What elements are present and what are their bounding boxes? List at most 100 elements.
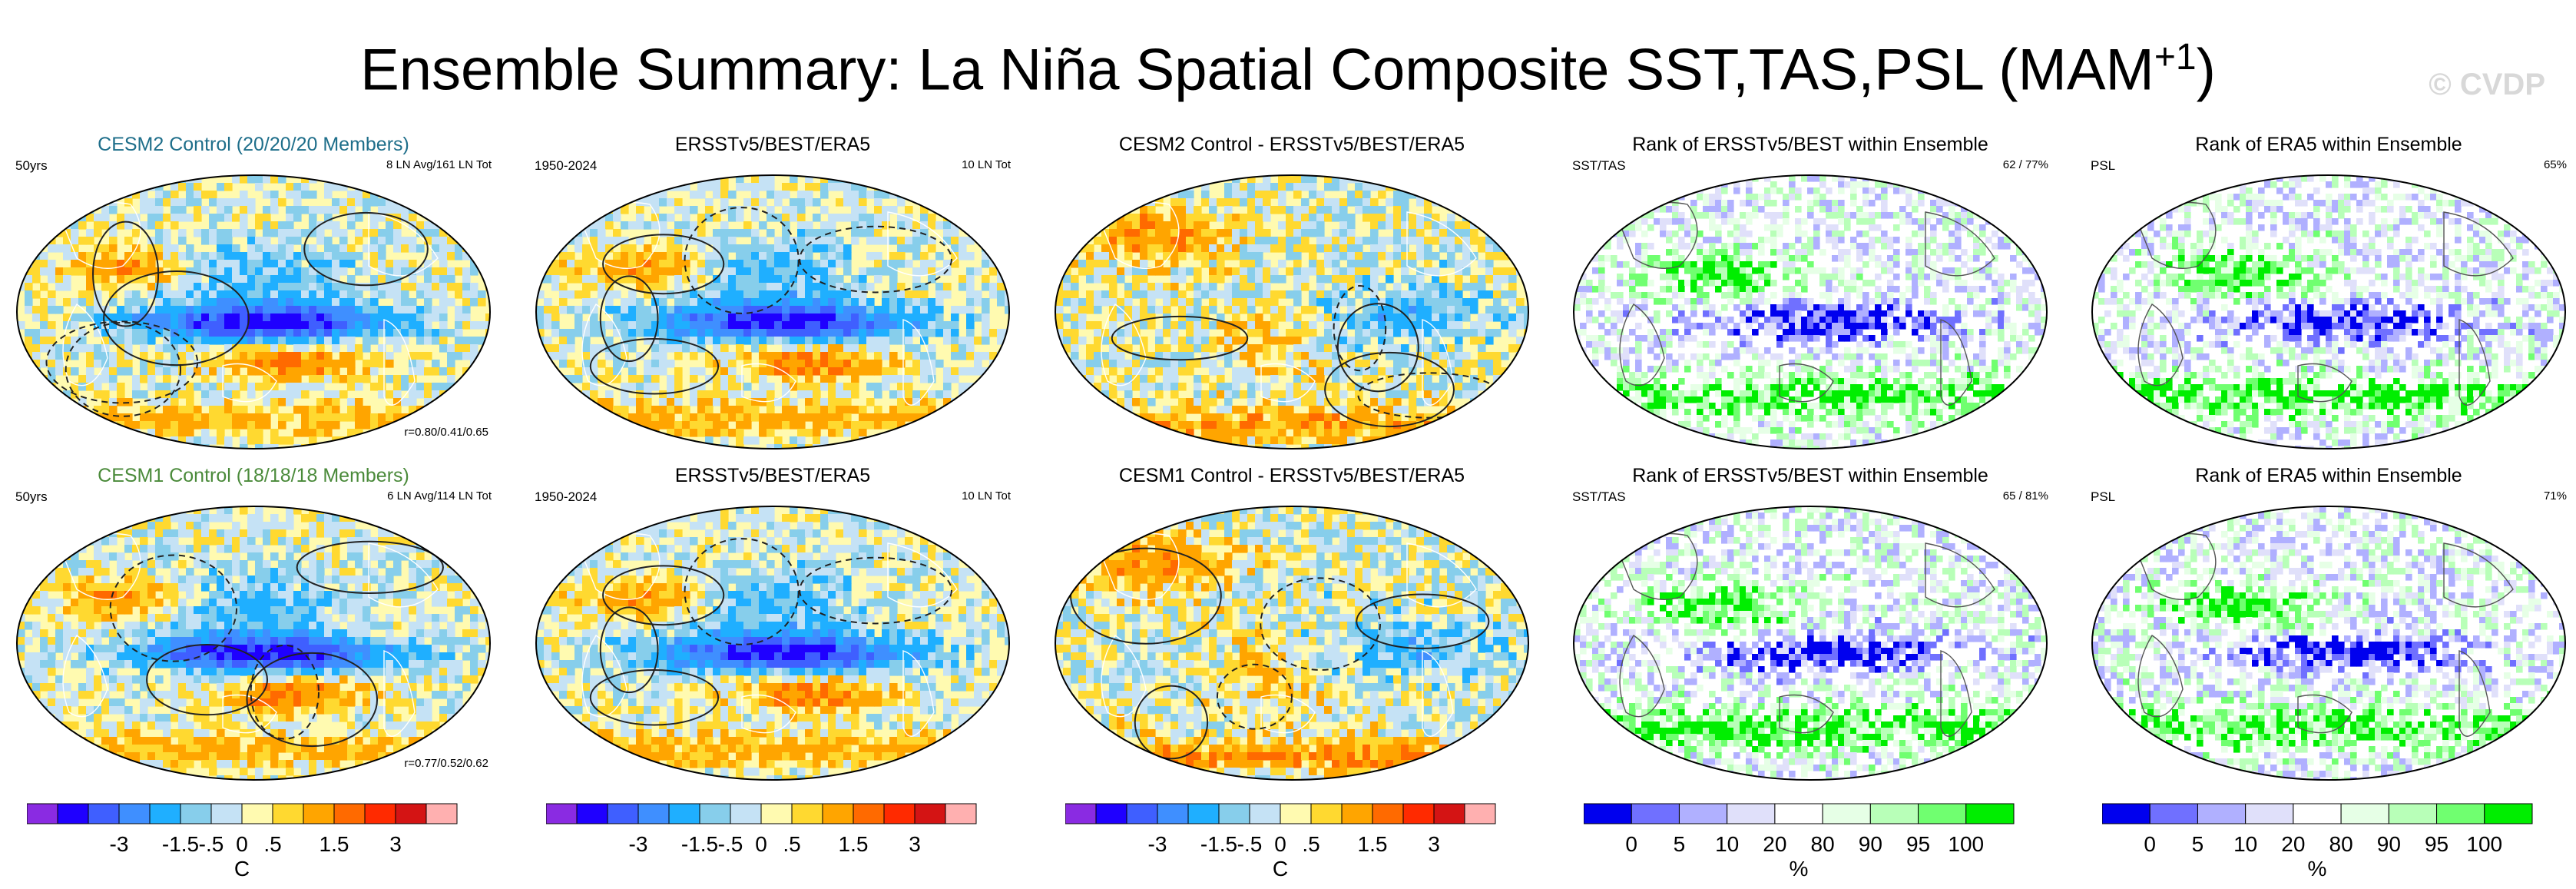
field-cell <box>1339 183 1348 191</box>
map-plot <box>16 174 491 449</box>
field-cell <box>966 367 975 376</box>
field-cell <box>1086 429 1094 437</box>
field-cell <box>393 444 402 449</box>
field-cell <box>621 306 629 314</box>
field-cell <box>386 237 394 245</box>
field-cell <box>1217 267 1225 276</box>
field-cell <box>797 360 806 368</box>
field-cell <box>782 252 790 260</box>
field-cell <box>797 283 806 291</box>
field-cell <box>217 390 225 399</box>
field-cell <box>94 436 102 445</box>
field-cell <box>171 198 179 207</box>
field-cell <box>301 344 310 353</box>
field-cell <box>1332 183 1340 191</box>
field-cell <box>720 313 729 322</box>
field-cell <box>1247 267 1256 276</box>
field-cell <box>736 337 744 345</box>
field-cell <box>820 329 829 337</box>
field-cell <box>813 321 821 330</box>
field-cell <box>1501 252 1509 260</box>
field-cell <box>720 360 729 368</box>
field-cell <box>613 214 621 222</box>
field-cell <box>255 367 263 376</box>
field-cell <box>1386 383 1394 391</box>
field-cell <box>920 444 929 449</box>
field-cell <box>293 191 302 199</box>
field-cell <box>194 313 202 322</box>
field-cell <box>1178 206 1187 214</box>
field-cell <box>1332 252 1340 260</box>
field-cell <box>393 413 402 422</box>
field-cell <box>651 198 660 207</box>
field-cell <box>567 267 575 276</box>
field-cell <box>982 329 990 337</box>
field-cell <box>951 244 959 253</box>
field-cell <box>1071 283 1079 291</box>
field-cell <box>171 290 179 299</box>
field-cell <box>897 198 906 207</box>
field-cell <box>1339 221 1348 230</box>
field-cell <box>1055 383 1064 391</box>
field-cell <box>217 383 225 391</box>
field-cell <box>17 444 25 449</box>
field-cell <box>339 267 348 276</box>
field-cell <box>1270 406 1279 414</box>
field-cell <box>982 337 990 345</box>
field-cell <box>1278 221 1286 230</box>
field-cell <box>355 237 363 245</box>
field-cell <box>1170 175 1179 184</box>
field-cell <box>1132 367 1141 376</box>
field-cell <box>912 306 921 314</box>
field-cell <box>536 206 545 214</box>
field-cell <box>286 229 294 237</box>
field-cell <box>559 221 568 230</box>
field-cell <box>989 436 998 445</box>
field-cell <box>889 267 898 276</box>
field-cell <box>897 237 906 245</box>
field-cell <box>293 275 302 284</box>
field-cell <box>409 352 417 360</box>
field-cell <box>551 413 560 422</box>
field-cell <box>32 290 41 299</box>
field-cell <box>94 290 102 299</box>
field-cell <box>1094 275 1102 284</box>
field-cell <box>966 252 975 260</box>
field-cell <box>1301 398 1310 406</box>
field-cell <box>171 352 179 360</box>
field-cell <box>32 244 41 253</box>
field-cell <box>797 191 806 199</box>
field-cell <box>567 421 575 430</box>
field-cell <box>621 429 629 437</box>
field-cell <box>882 352 890 360</box>
field-cell <box>805 267 813 276</box>
field-cell <box>1432 229 1440 237</box>
field-cell <box>1201 375 1210 383</box>
field-cell <box>1478 398 1486 406</box>
map-plot <box>535 174 1010 449</box>
field-cell <box>951 321 959 330</box>
field-cell <box>17 352 25 360</box>
field-cell <box>1209 290 1217 299</box>
field-cell <box>1516 321 1525 330</box>
field-cell <box>478 360 486 368</box>
field-cell <box>582 244 591 253</box>
field-cell <box>378 275 386 284</box>
field-cell <box>224 383 233 391</box>
field-cell <box>17 413 25 422</box>
field-cell <box>882 436 890 445</box>
field-cell <box>559 267 568 276</box>
field-cell <box>301 298 310 307</box>
field-cell <box>332 337 340 345</box>
field-cell <box>705 206 714 214</box>
field-cell <box>1455 298 1463 307</box>
field-cell <box>416 229 425 237</box>
field-cell <box>1140 214 1148 222</box>
field-cell <box>78 290 87 299</box>
field-cell <box>1493 329 1502 337</box>
field-cell <box>178 421 187 430</box>
field-cell <box>720 344 729 353</box>
field-cell <box>270 221 279 230</box>
field-cell <box>101 183 110 191</box>
field-cell <box>1501 214 1509 222</box>
